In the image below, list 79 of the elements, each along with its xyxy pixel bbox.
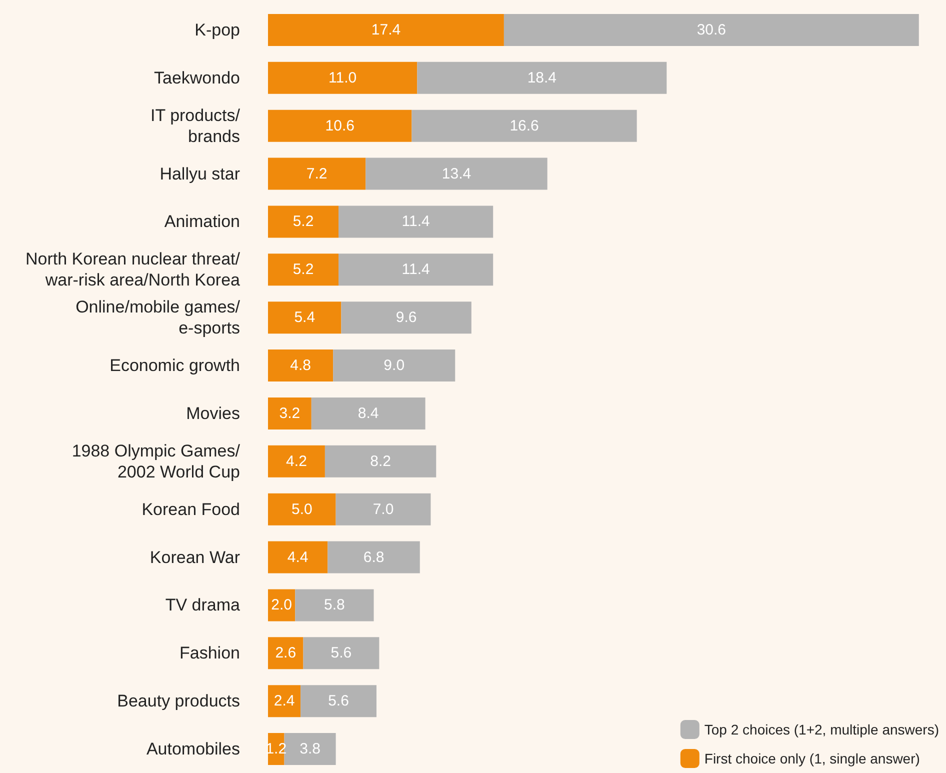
bar	[336, 493, 431, 526]
data-label: 2.6	[275, 644, 296, 662]
data-label: 11.4	[402, 213, 430, 230]
y-tick-label: TV drama	[165, 596, 241, 615]
data-label: 9.0	[384, 357, 405, 374]
data-label: 2.4	[274, 692, 295, 710]
data-label: 9.6	[396, 309, 417, 326]
y-tick-label: Economic growth	[110, 356, 240, 376]
legend-label: Top 2 choices (1+2, multiple answers)	[704, 722, 939, 738]
bar	[268, 493, 336, 526]
y-tick-label: K-pop	[194, 20, 240, 40]
bar	[338, 206, 494, 238]
bar	[295, 589, 374, 622]
bar	[268, 685, 301, 718]
bar	[284, 733, 336, 766]
data-label: 18.4	[527, 69, 557, 86]
y-tick-label: Korean War	[150, 548, 240, 567]
bar	[333, 350, 456, 382]
bar	[300, 685, 376, 718]
y-tick-label: North Korean nuclear threat/ war-risk area/North Korea	[25, 250, 241, 290]
data-label: 5.2	[292, 261, 314, 278]
bar	[341, 302, 472, 334]
y-tick-label: Taekwondo	[154, 68, 240, 88]
data-label: 3.2	[279, 404, 300, 422]
bar	[412, 110, 637, 142]
y-tick-label: Hallyu star	[160, 164, 240, 184]
data-label: 11.0	[328, 69, 357, 86]
bar	[366, 158, 548, 190]
bar	[504, 14, 919, 46]
bar	[268, 206, 339, 238]
bar	[338, 254, 494, 286]
data-label: 13.4	[442, 165, 472, 182]
data-label: 4.4	[287, 548, 308, 566]
data-label: 8.2	[370, 452, 391, 470]
y-tick-label: Beauty products	[117, 692, 240, 711]
data-label: 2.0	[271, 596, 292, 614]
data-label: 16.6	[510, 117, 539, 134]
bar	[268, 158, 366, 190]
bar	[268, 445, 325, 478]
bar	[268, 541, 328, 574]
y-tick-label: IT products/ brands	[150, 106, 240, 146]
y-tick-label: 1988 Olympic Games/ 2002 World Cup	[72, 441, 240, 482]
bar	[268, 637, 304, 670]
y-tick-label: Korean Food	[142, 500, 240, 519]
data-label: 5.2	[292, 213, 314, 230]
bar	[268, 350, 334, 382]
data-label: 4.2	[286, 452, 307, 470]
bar	[268, 14, 504, 46]
data-label: 7.0	[372, 500, 394, 518]
data-label: 5.4	[294, 309, 316, 326]
bar	[268, 302, 342, 334]
data-label: 6.8	[363, 548, 384, 566]
data-label: 3.8	[300, 740, 320, 758]
bar	[268, 62, 418, 94]
bar	[303, 637, 380, 670]
data-label: 10.6	[325, 117, 354, 134]
data-label: 30.6	[696, 21, 726, 38]
bar	[268, 397, 312, 430]
data-label: 8.4	[358, 404, 379, 422]
y-tick-label: Automobiles	[146, 740, 240, 759]
data-label: 5.6	[330, 644, 352, 662]
bar	[311, 397, 426, 430]
data-label: 5.8	[324, 596, 345, 614]
data-label: 5.0	[291, 500, 312, 518]
bar	[328, 541, 420, 574]
data-label: 17.4	[371, 21, 401, 38]
y-tick-label: Movies	[186, 404, 240, 423]
data-label: 5.6	[328, 692, 349, 710]
legend-label: First choice only (1, single answer)	[704, 750, 920, 766]
y-tick-label: Fashion	[180, 644, 240, 663]
y-tick-label: Animation	[164, 212, 240, 232]
bar	[268, 110, 412, 142]
data-label: 11.4	[402, 261, 430, 278]
data-label: 4.8	[290, 357, 311, 374]
y-tick-label: Online/mobile games/ e-sports	[76, 298, 240, 338]
data-label: 7.2	[306, 165, 328, 182]
bar	[324, 445, 436, 478]
bar	[417, 62, 667, 94]
bar	[268, 254, 339, 286]
